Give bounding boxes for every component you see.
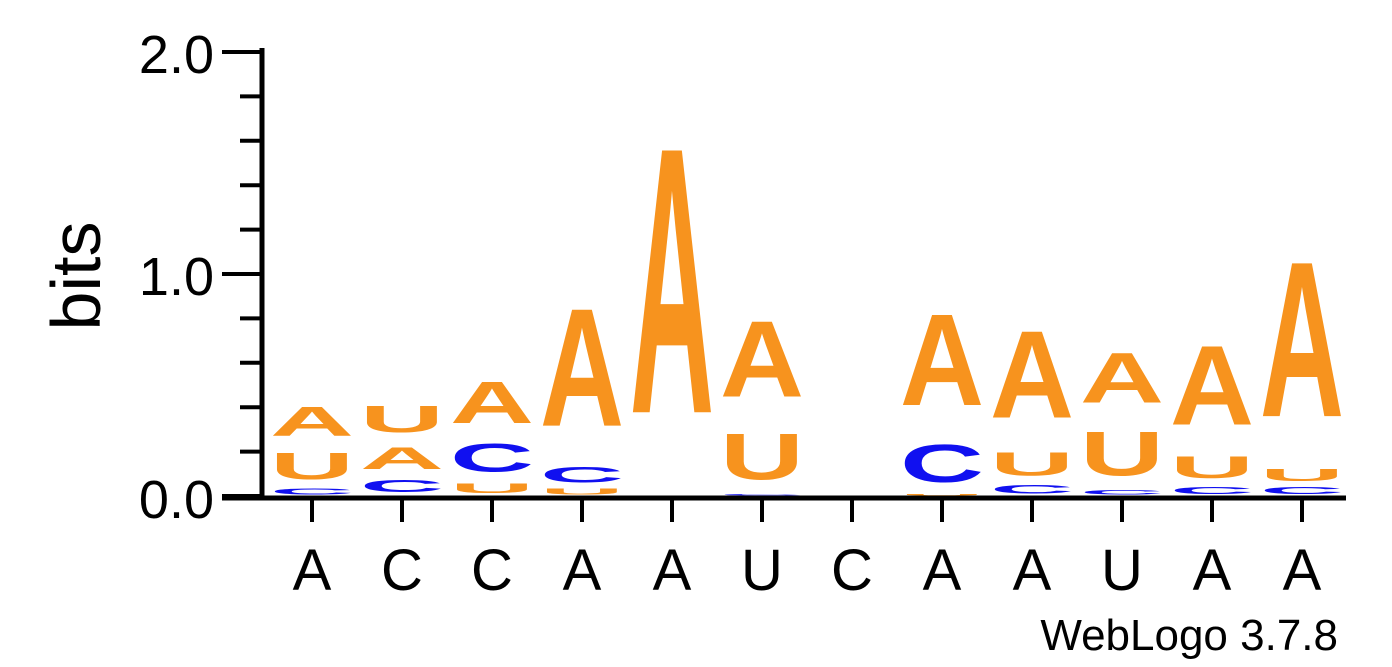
logo-letter-12-C: C: [1260, 485, 1344, 496]
logo-letter-10-C: C: [1080, 489, 1164, 496]
logo-letter-4-U: U: [540, 487, 624, 496]
logo-letter-8-A: A: [900, 288, 984, 434]
logo-letter-12-A: A: [1260, 216, 1344, 464]
x-tick-label-1: A: [293, 538, 332, 603]
x-tick-label-3: C: [471, 538, 513, 603]
x-tick-label-4: A: [563, 538, 602, 603]
logo-letter-6-C: C: [720, 494, 804, 496]
logo-letter-1-U: U: [270, 445, 354, 487]
x-tick-label-2: C: [381, 538, 423, 603]
logo-letter-4-A: A: [540, 273, 624, 462]
x-tick-label-7: C: [831, 538, 873, 603]
y-ticks: [222, 50, 262, 498]
logo-letter-8-C: C: [900, 434, 984, 494]
logo-letter-12-U: U: [1260, 465, 1344, 485]
x-tick-label-12: A: [1283, 538, 1322, 603]
y-axis-label: bits: [37, 222, 115, 331]
logo-letter-10-U: U: [1080, 418, 1164, 489]
footer-label: WebLogo 3.7.8: [1040, 611, 1338, 660]
logo-letter-5-A: A: [630, 67, 714, 493]
x-tick-label-11: A: [1193, 538, 1232, 603]
logo-letter-3-U: U: [450, 480, 534, 496]
x-tick-label-10: U: [1101, 538, 1143, 603]
logo-letter-1-A: A: [270, 398, 354, 445]
logo-letter-9-C: C: [990, 483, 1074, 496]
y-tick-label-2: 2.0: [139, 25, 214, 85]
logo-letter-4-C: C: [540, 463, 624, 487]
x-tick-label-6: U: [741, 538, 783, 603]
logo-letter-6-U: U: [720, 420, 804, 493]
x-tick-labels: A C C A A U C A A U A A: [293, 538, 1322, 603]
x-ticks: [310, 500, 1304, 522]
logo-letter-11-C: C: [1170, 485, 1254, 496]
logo-letter-11-U: U: [1170, 450, 1254, 485]
y-tick-label-1: 1.0: [139, 247, 214, 307]
logo-letter-3-A: A: [450, 369, 534, 436]
x-tick-label-9: A: [1013, 538, 1052, 603]
logo-letter-3-C: C: [450, 436, 534, 480]
x-tick-label-8: A: [923, 538, 962, 603]
logo-letter-6-A: A: [720, 298, 804, 420]
logo-letter-9-U: U: [990, 445, 1074, 483]
y-tick-label-0: 0.0: [139, 470, 214, 530]
x-tick-label-5: A: [653, 538, 692, 603]
logo-letter-11-A: A: [1170, 323, 1254, 449]
logo-letter-9-A: A: [990, 305, 1074, 445]
logo-letter-2-A: A: [360, 441, 444, 476]
logo-letter-1-C: C: [270, 487, 354, 496]
logo-letter-2-U: U: [360, 399, 444, 441]
logo-letter-2-C: C: [360, 476, 444, 496]
logo-letter-8-U: U: [900, 494, 984, 496]
logo-letter-10-A: A: [1080, 339, 1164, 418]
